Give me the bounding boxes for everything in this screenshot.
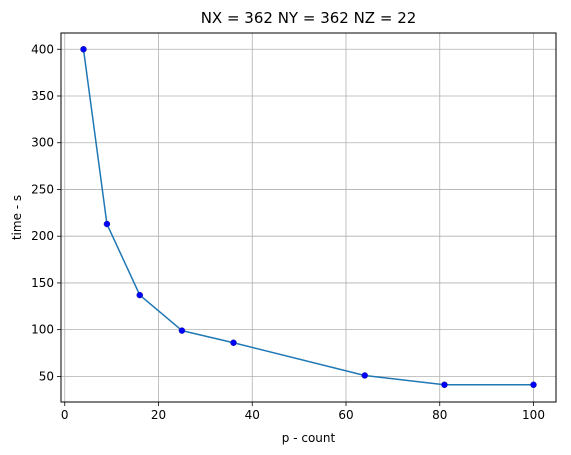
- data-point: [80, 46, 87, 53]
- x-tick-label: 100: [522, 408, 545, 422]
- y-tick-label: 400: [31, 42, 54, 56]
- x-tick-label: 40: [245, 408, 260, 422]
- y-tick-label: 100: [31, 323, 54, 337]
- data-point: [178, 327, 186, 334]
- y-tick-label: 50: [39, 369, 54, 383]
- y-axis-label: time - s: [10, 195, 24, 240]
- data-point: [230, 339, 237, 346]
- y-tick-label: 350: [31, 89, 54, 103]
- y-tick-label: 250: [31, 182, 54, 196]
- series-lines: [82, 49, 534, 386]
- x-tick-label: 20: [151, 408, 166, 422]
- y-tick-label: 150: [31, 276, 54, 290]
- plot-frame: [60, 32, 557, 403]
- chart-title: NX = 362 NY = 362 NZ = 22: [201, 9, 417, 27]
- grid: [61, 33, 556, 402]
- data-point: [103, 220, 111, 228]
- data-point: [530, 381, 537, 389]
- y-tick-label: 200: [31, 229, 54, 243]
- axis-ticks: 0 20 40 60 80 100 50 100 150 200 250 300 350 400: [31, 42, 545, 422]
- data-point: [361, 372, 368, 379]
- x-tick-label: 60: [338, 408, 353, 422]
- x-tick-label: 0: [61, 408, 69, 422]
- x-axis-label: p - count: [282, 431, 336, 445]
- series-markers: [80, 46, 537, 389]
- data-point: [136, 291, 143, 299]
- series-line: [82, 49, 534, 386]
- data-point: [441, 381, 448, 389]
- x-tick-label: 80: [432, 408, 447, 422]
- y-tick-label: 300: [31, 136, 54, 150]
